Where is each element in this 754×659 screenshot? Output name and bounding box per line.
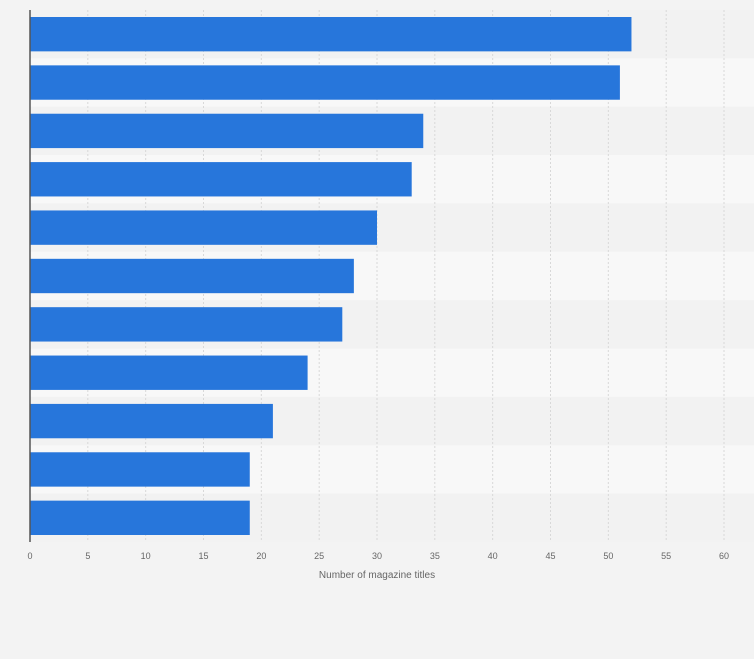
bar (30, 210, 377, 245)
x-tick-label: 20 (256, 551, 266, 561)
x-tick-label: 0 (27, 551, 32, 561)
x-tick-label: 35 (430, 551, 440, 561)
x-tick-label: 55 (661, 551, 671, 561)
bar (30, 162, 412, 197)
x-tick-label: 40 (488, 551, 498, 561)
x-tick-label: 15 (198, 551, 208, 561)
bar (30, 307, 343, 342)
bar (30, 258, 354, 294)
bar (30, 500, 250, 535)
bar (30, 65, 620, 100)
x-tick-label: 50 (603, 551, 613, 561)
bar (30, 355, 308, 390)
x-tick-label: 25 (314, 551, 324, 561)
x-tick-label: 30 (372, 551, 382, 561)
bar (30, 17, 632, 52)
x-tick-label: 5 (85, 551, 90, 561)
x-tick-label: 60 (719, 551, 729, 561)
bar (30, 113, 424, 149)
x-tick-label: 45 (545, 551, 555, 561)
x-tick-label: 10 (141, 551, 151, 561)
bar (30, 403, 273, 439)
x-axis-label: Number of magazine titles (319, 570, 435, 581)
bar (30, 452, 250, 487)
